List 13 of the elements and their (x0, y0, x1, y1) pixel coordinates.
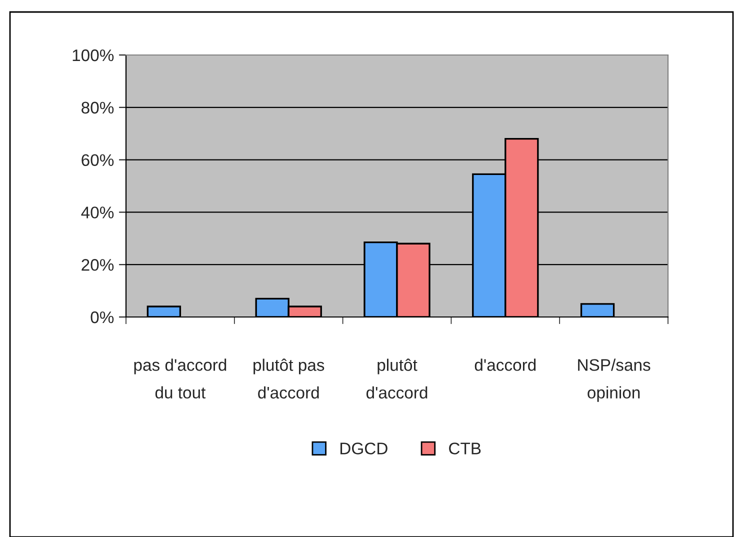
y-tick-label: 40% (81, 206, 114, 218)
x-tick-label: pas d'accord du tout (134, 358, 226, 399)
y-tick-label: 0% (90, 311, 114, 324)
x-tick-label: plutôt d'accord (366, 358, 428, 399)
y-tick-label: 60% (82, 154, 114, 166)
y-tick-label: 100% (72, 49, 114, 62)
x-tick-label: NSP/sans opinion (578, 358, 650, 402)
legend-label: CTB (449, 442, 481, 454)
legend-label: DGCD (340, 442, 388, 454)
x-tick-label: d'accord (474, 358, 536, 371)
y-tick-label: 20% (82, 259, 114, 271)
y-tick-label: 80% (82, 102, 114, 114)
x-tick-label: plutôt pas d'accord (254, 358, 324, 399)
